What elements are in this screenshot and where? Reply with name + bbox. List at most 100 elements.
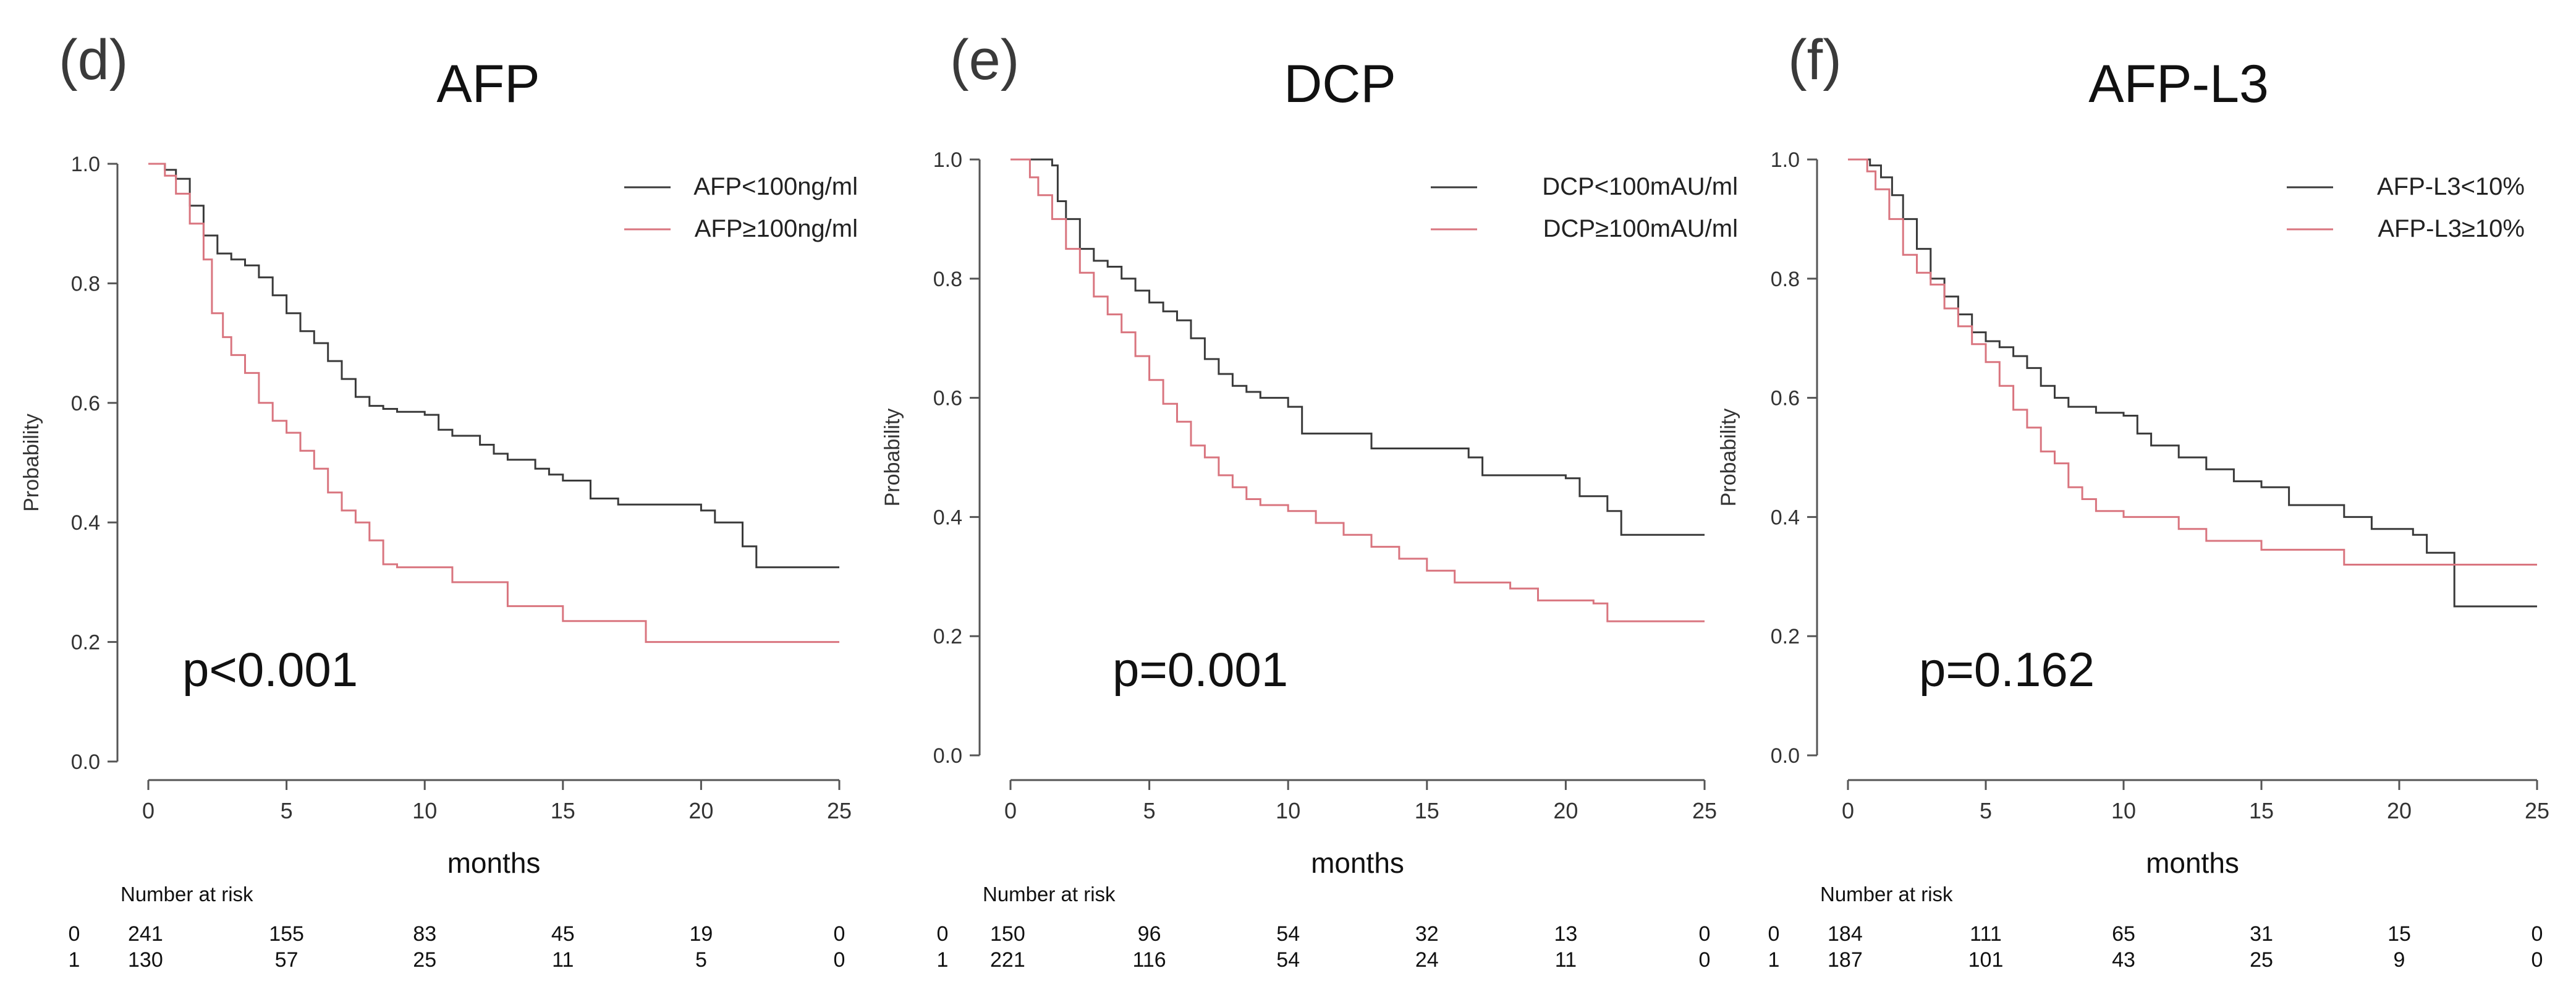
risk-count: 11 <box>1555 948 1577 972</box>
x-tick-label: 15 <box>1415 798 1439 823</box>
risk-count: 57 <box>275 948 299 972</box>
y-axis-label: Probability <box>1717 409 1740 507</box>
legend-label-0: DCP<100mAU/ml <box>1542 173 1738 200</box>
chart-title: AFP <box>436 54 540 114</box>
risk-count: 0 <box>834 948 845 972</box>
x-tick-label: 25 <box>827 798 852 823</box>
y-tick-label: 0.0 <box>71 750 100 774</box>
risk-count: 43 <box>2112 948 2135 972</box>
risk-group-label: 1 <box>69 948 80 972</box>
x-tick-label: 5 <box>281 798 293 823</box>
y-tick-label: 0.2 <box>71 631 100 655</box>
y-tick-label: 1.0 <box>933 148 962 172</box>
risk-count: 0 <box>2532 922 2543 946</box>
risk-count: 101 <box>1968 948 2004 972</box>
x-tick-label: 10 <box>2111 798 2136 823</box>
x-tick-label: 20 <box>2387 798 2412 823</box>
risk-table-title: Number at risk <box>121 883 253 906</box>
risk-count: 0 <box>1699 948 1711 972</box>
risk-count: 184 <box>1828 922 1863 946</box>
risk-group-label: 0 <box>1768 922 1780 946</box>
risk-count: 9 <box>2394 948 2405 972</box>
risk-count: 241 <box>128 922 163 946</box>
chart-title: DCP <box>1284 54 1396 114</box>
risk-count: 19 <box>689 922 713 946</box>
panel-label: (e) <box>950 28 1019 91</box>
x-tick-label: 0 <box>1842 798 1854 823</box>
x-tick-label: 25 <box>1692 798 1717 823</box>
legend-label-1: DCP≥100mAU/ml <box>1543 215 1738 242</box>
x-tick-label: 0 <box>142 798 155 823</box>
y-axis-label: Probability <box>881 409 904 507</box>
series-line-1 <box>148 163 839 643</box>
p-value: p<0.001 <box>182 642 358 697</box>
risk-count: 24 <box>1415 948 1439 972</box>
risk-count: 11 <box>552 948 574 972</box>
panel-3: (f) AFP-L3 0.0 0.2 0.4 0.6 0.8 1.0 Probability 0 5… <box>1717 28 2549 972</box>
p-value: p=0.001 <box>1112 642 1288 697</box>
x-tick-label: 20 <box>1553 798 1578 823</box>
series-line-1 <box>1848 158 2537 566</box>
risk-count: 130 <box>128 948 163 972</box>
risk-count: 111 <box>1970 922 2002 946</box>
p-value: p=0.162 <box>1919 642 2095 697</box>
risk-count: 155 <box>269 922 304 946</box>
y-tick-label: 0.4 <box>933 506 962 529</box>
y-tick-label: 1.0 <box>71 153 100 176</box>
risk-count: 96 <box>1138 922 1161 946</box>
x-tick-label: 10 <box>412 798 437 823</box>
x-axis-label: months <box>1311 847 1404 879</box>
risk-count: 25 <box>2250 948 2273 972</box>
risk-count: 54 <box>1276 922 1300 946</box>
series-line-1 <box>1010 158 1705 622</box>
risk-count: 13 <box>1554 922 1577 946</box>
y-tick-label: 0.6 <box>71 392 100 415</box>
risk-count: 150 <box>990 922 1025 946</box>
risk-count: 15 <box>2387 922 2411 946</box>
panel-label: (d) <box>59 28 128 91</box>
legend-label-0: AFP-L3<10% <box>2377 173 2525 200</box>
series-line-0 <box>1848 158 2537 608</box>
x-tick-label: 15 <box>2249 798 2274 823</box>
risk-count: 45 <box>551 922 575 946</box>
y-tick-label: 0.8 <box>933 268 962 291</box>
x-axis-label: months <box>447 847 541 879</box>
x-tick-label: 5 <box>1143 798 1156 823</box>
chart-title: AFP-L3 <box>2088 54 2269 114</box>
risk-count: 83 <box>413 922 436 946</box>
y-tick-label: 0.8 <box>1771 268 1800 291</box>
risk-group-label: 1 <box>937 948 949 972</box>
x-axis-label: months <box>2146 847 2239 879</box>
risk-group-label: 1 <box>1768 948 1780 972</box>
series-line-0 <box>148 163 839 569</box>
risk-count: 187 <box>1828 948 1863 972</box>
risk-count: 25 <box>413 948 436 972</box>
y-tick-label: 0.8 <box>71 272 100 295</box>
x-tick-label: 20 <box>688 798 713 823</box>
x-tick-label: 10 <box>1276 798 1300 823</box>
x-tick-label: 15 <box>551 798 575 823</box>
x-tick-label: 0 <box>1004 798 1017 823</box>
series-line-0 <box>1010 158 1705 536</box>
risk-count: 221 <box>990 948 1025 972</box>
risk-count: 65 <box>2112 922 2135 946</box>
x-tick-label: 25 <box>2525 798 2549 823</box>
risk-count: 54 <box>1276 948 1300 972</box>
y-tick-label: 0.2 <box>933 625 962 648</box>
legend-label-1: AFP-L3≥10% <box>2378 215 2525 242</box>
y-axis-label: Probability <box>20 414 43 512</box>
risk-table-title: Number at risk <box>983 883 1116 906</box>
y-tick-label: 0.6 <box>1771 387 1800 410</box>
y-tick-label: 0.4 <box>71 511 100 535</box>
risk-count: 0 <box>834 922 845 946</box>
y-tick-label: 0.0 <box>1771 744 1800 768</box>
legend-label-0: AFP<100ng/ml <box>693 173 858 200</box>
risk-count: 32 <box>1415 922 1439 946</box>
risk-group-label: 0 <box>69 922 80 946</box>
risk-count: 116 <box>1132 948 1166 972</box>
risk-count: 0 <box>1699 922 1711 946</box>
x-tick-label: 5 <box>1980 798 1992 823</box>
